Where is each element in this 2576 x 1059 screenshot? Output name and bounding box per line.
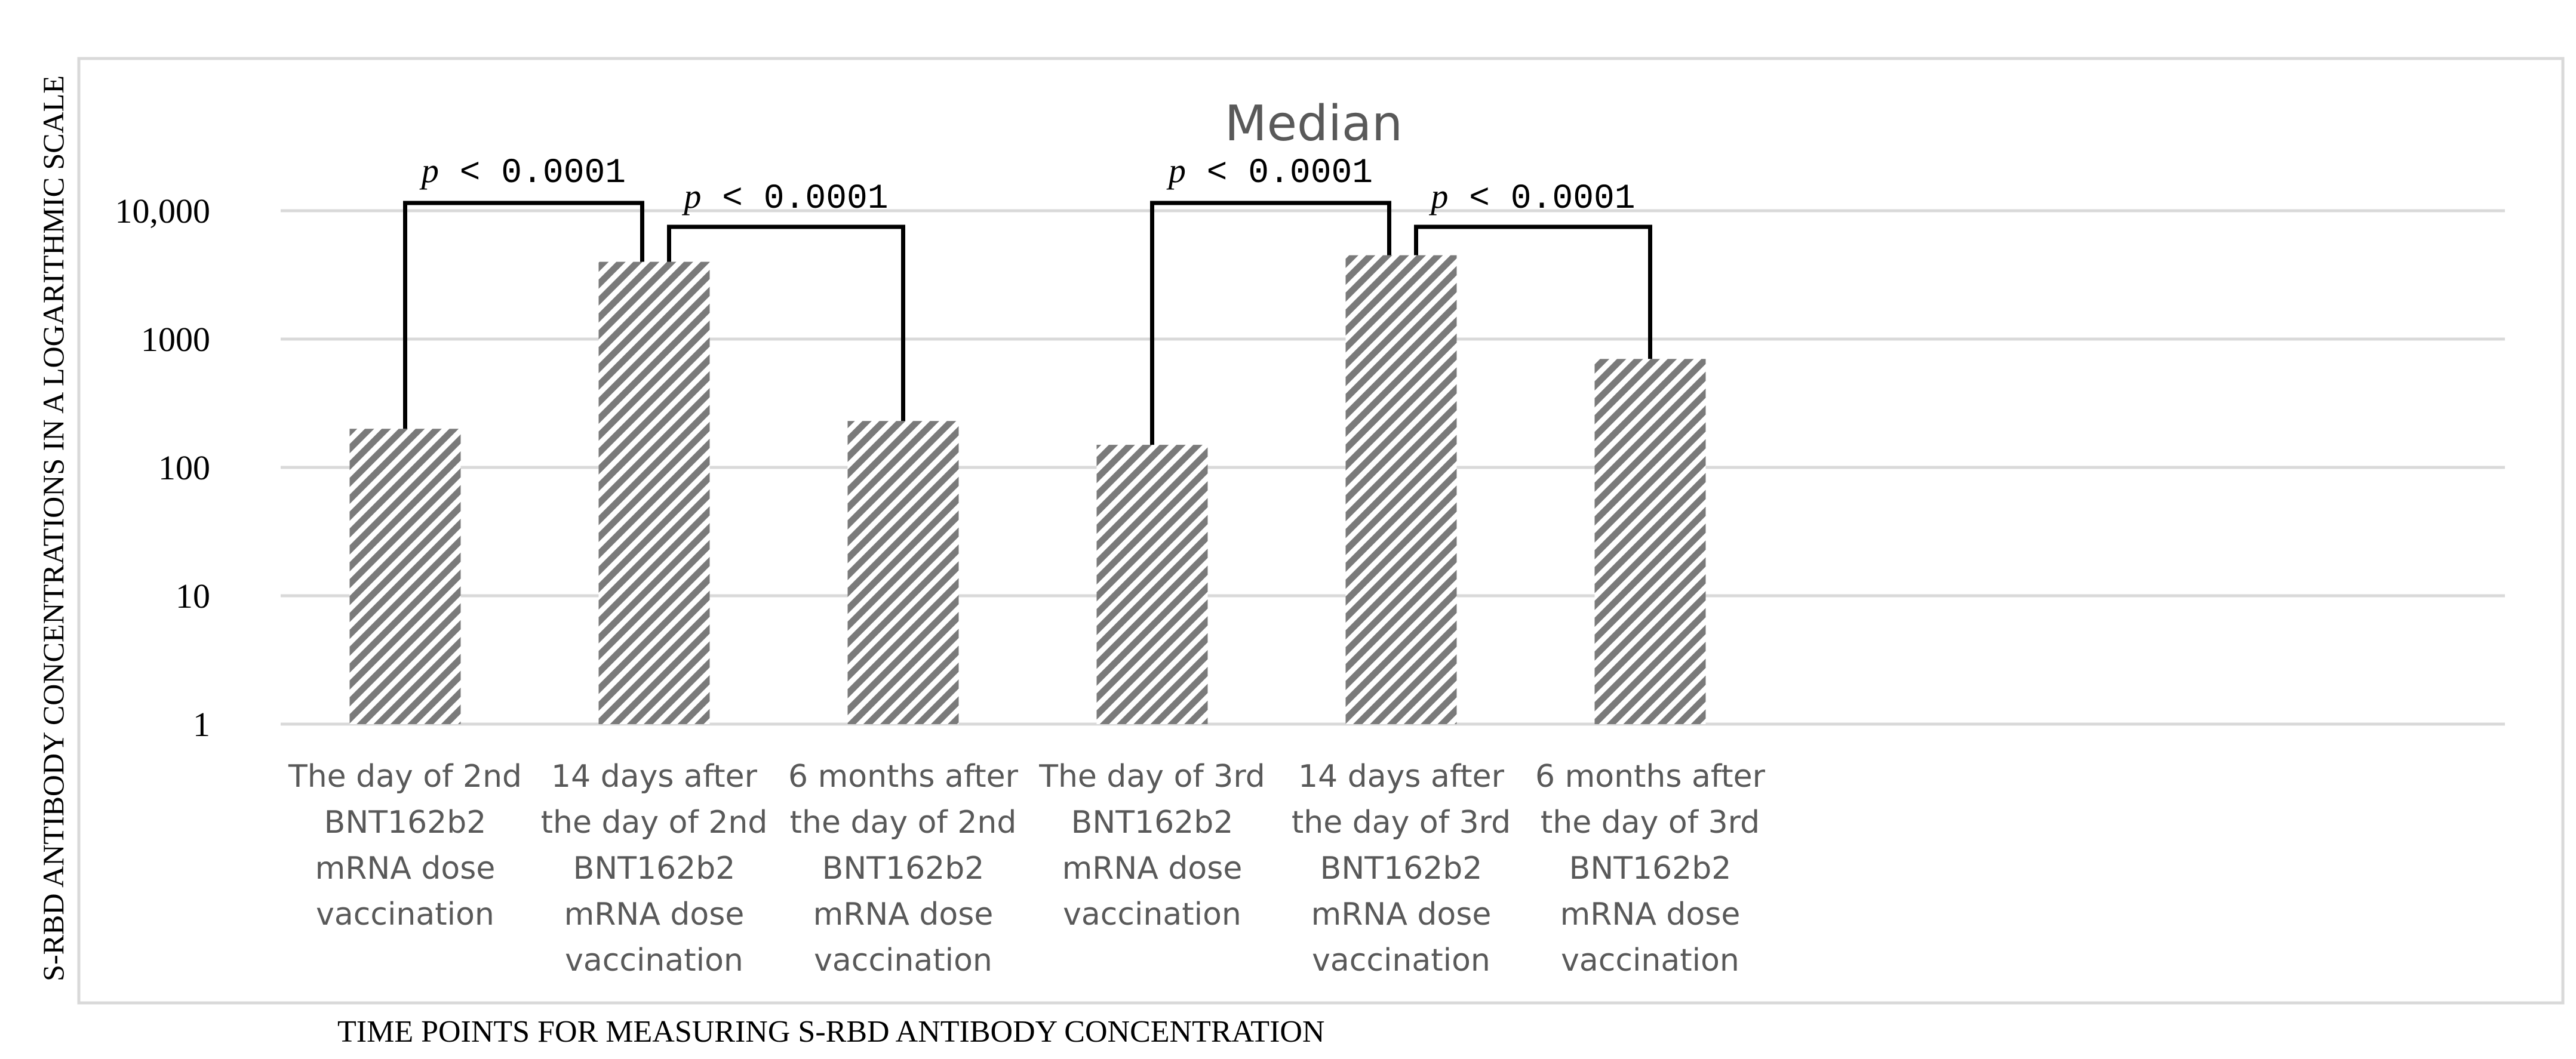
significance-bracket: p < 0.0001	[403, 151, 644, 429]
y-tick-label: 10	[176, 577, 210, 615]
x-axis-label: TIME POINTS FOR MEASURING S-RBD ANTIBODY…	[337, 1015, 1325, 1049]
x-axis-category-labels: The day of 2nd BNT162b2 mRNA dose vaccinati…	[288, 759, 1766, 978]
x-tick-label: The day of 3rd BNT162b2 mRNA dose vaccinati…	[1038, 759, 1265, 932]
y-tick-label: 1000	[141, 320, 210, 359]
x-tick-label: 6 months after the day of 3rd BNT162b2 mRNA…	[1535, 759, 1766, 978]
x-tick-label: 14 days after the day of 3rd BNT162b2 mRNA …	[1292, 759, 1511, 978]
significance-bracket: p < 0.0001	[667, 177, 905, 421]
bracket-line	[1150, 201, 1391, 445]
bracket-line	[403, 201, 644, 429]
significance-bracket: p < 0.0001	[1150, 151, 1391, 445]
p-value-label: p < 0.0001	[1166, 151, 1373, 193]
bar	[1594, 359, 1706, 724]
bar	[1096, 445, 1208, 724]
significance-brackets: p < 0.0001 p < 0.0001 p < 0.0001 p < 0.0001	[403, 151, 1652, 445]
p-value-label: p < 0.0001	[419, 151, 626, 193]
x-tick-label: 6 months after the day of 2nd BNT162b2 mRNA…	[788, 759, 1019, 978]
bar	[598, 261, 710, 724]
significance-bracket: p < 0.0001	[1414, 177, 1652, 359]
y-axis-label: S-RBD ANTIBODY CONCENTRATIONS IN A LOGAR…	[36, 75, 70, 981]
y-tick-label: 10,000	[115, 192, 211, 230]
p-value-label: p < 0.0001	[1428, 177, 1635, 218]
y-tick-label: 100	[158, 448, 210, 487]
x-tick-label: The day of 2nd BNT162b2 mRNA dose vaccinati…	[288, 759, 522, 932]
chart-title: Median	[1225, 96, 1403, 152]
bars	[349, 255, 1706, 724]
x-tick-label: 14 days after the day of 2nd BNT162b2 mRNA …	[541, 759, 768, 978]
bar	[349, 429, 461, 724]
p-value-label: p < 0.0001	[681, 177, 888, 218]
bracket-line	[667, 224, 905, 421]
bar	[1345, 255, 1457, 724]
y-tick-label: 1	[193, 705, 210, 744]
bracket-line	[1414, 224, 1652, 359]
y-axis-ticks: 1 10 100 1000 10,000	[115, 192, 211, 744]
bar	[847, 421, 959, 724]
chart-area-border	[77, 57, 2565, 1005]
